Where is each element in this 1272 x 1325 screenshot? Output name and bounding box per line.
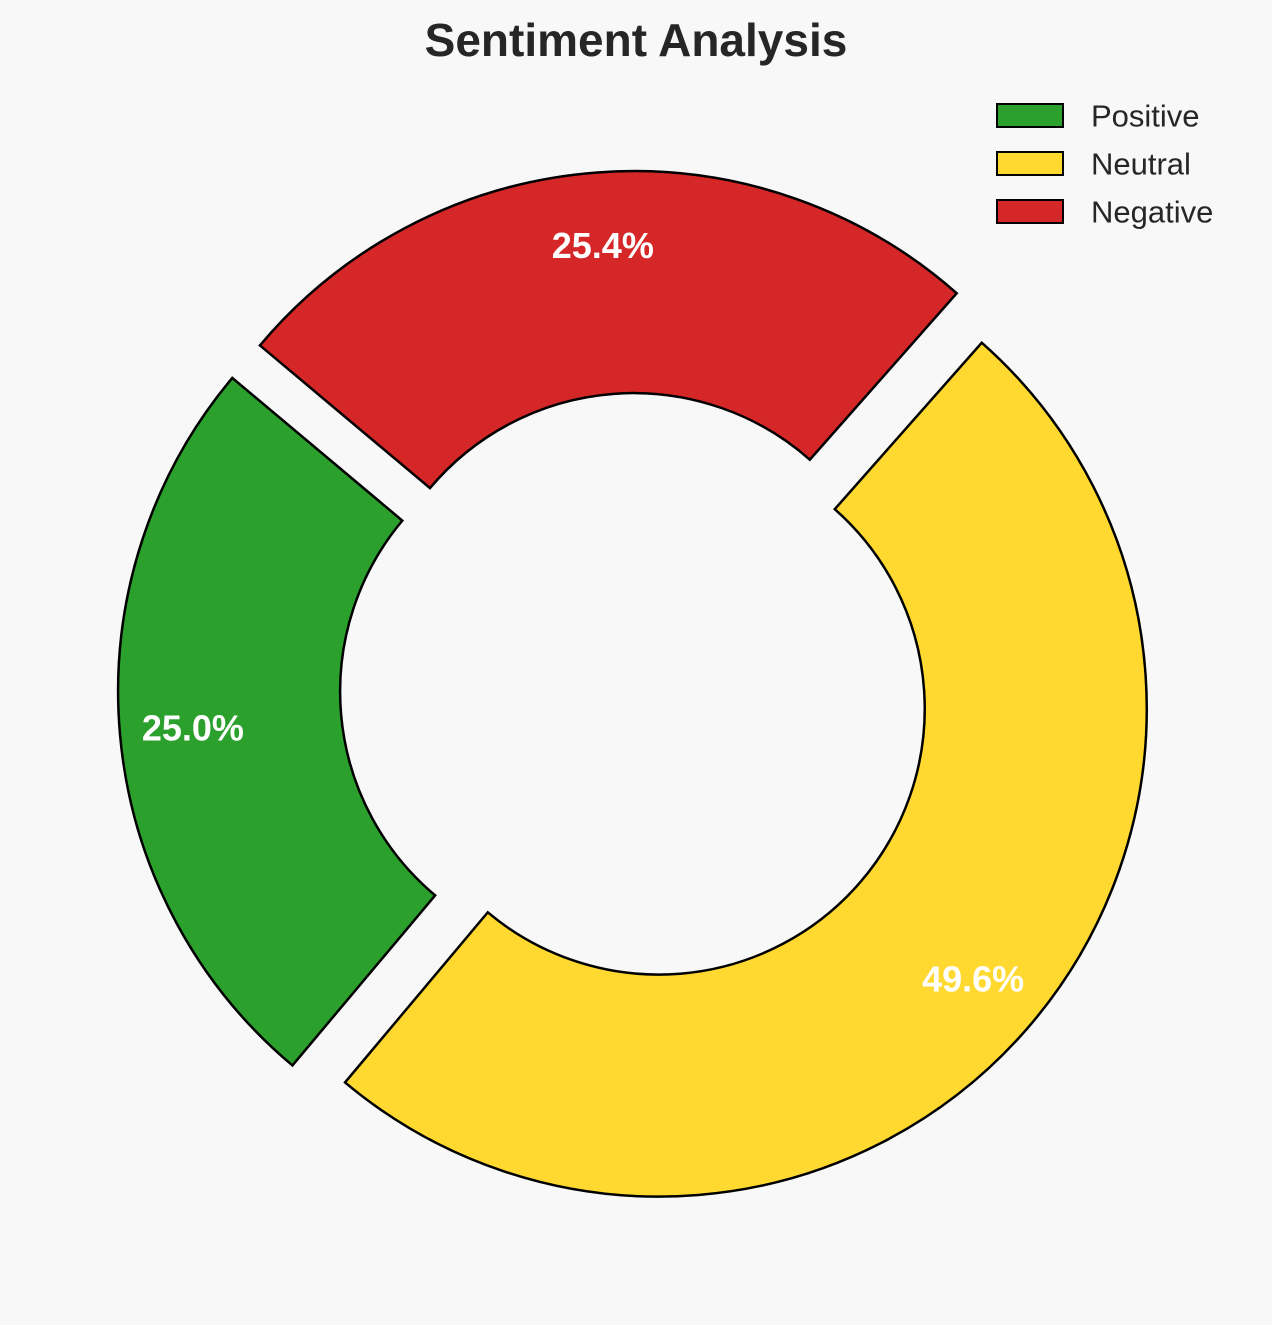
pct-label-neutral: 49.6% — [922, 959, 1024, 1000]
legend-swatch-positive — [996, 103, 1064, 128]
wedge-negative — [258, 169, 959, 490]
pct-labels: 25.0% 49.6% 25.4% — [142, 225, 1024, 1000]
legend-label-negative: Negative — [1091, 195, 1213, 230]
legend: Positive Neutral Negative — [996, 99, 1213, 230]
wedges — [116, 169, 1148, 1198]
legend-label-positive: Positive — [1091, 99, 1200, 134]
chart-title: Sentiment Analysis — [425, 14, 848, 66]
wedge-neutral — [343, 340, 1148, 1198]
legend-label-neutral: Neutral — [1091, 147, 1191, 182]
wedge-positive — [116, 376, 437, 1068]
pct-label-positive: 25.0% — [142, 707, 244, 748]
legend-swatch-negative — [996, 199, 1064, 224]
legend-swatch-neutral — [996, 151, 1064, 176]
pct-label-negative: 25.4% — [552, 225, 654, 266]
